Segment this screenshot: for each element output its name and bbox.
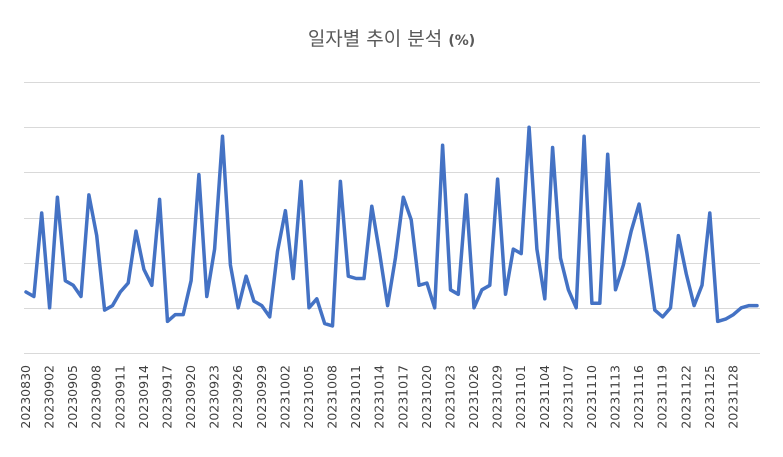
x-tick-label: 20230923 (207, 365, 222, 429)
x-tick-label: 20231101 (513, 365, 528, 429)
x-tick-label: 20230905 (65, 365, 80, 429)
x-tick-label: 20231011 (348, 365, 363, 429)
x-tick-label: 20230917 (159, 365, 174, 429)
x-tick-label: 20230911 (112, 365, 127, 429)
x-tick-label: 20230914 (136, 365, 151, 429)
x-tick-label: 20230920 (183, 365, 198, 429)
x-tick-label: 20231110 (584, 365, 599, 429)
x-tick-label: 20231017 (395, 365, 410, 429)
x-tick-label: 20231113 (608, 365, 623, 429)
gridlines (24, 82, 760, 354)
x-tick-label: 20231029 (490, 365, 505, 429)
x-tick-label: 20230929 (254, 365, 269, 429)
x-tick-label: 20231005 (301, 365, 316, 429)
x-tick-label: 20231023 (442, 365, 457, 429)
x-tick-label: 20231107 (560, 365, 575, 429)
x-tick-label: 20231020 (419, 365, 434, 429)
x-tick-label: 20231128 (725, 365, 740, 429)
x-axis-tick-labels: 20230830 20230902 20230905 20230908 20230911… (18, 365, 740, 429)
x-tick-label: 20231125 (702, 365, 717, 429)
x-tick-label: 20231026 (466, 365, 481, 429)
chart-title: 일자별 추이 분석 (%) (0, 24, 783, 51)
chart-title-unit: (%) (448, 33, 476, 49)
x-tick-label: 20231002 (277, 365, 292, 429)
x-tick-label: 20231008 (325, 365, 340, 429)
x-tick-label: 20231122 (678, 365, 693, 429)
x-tick-label: 20231116 (631, 365, 646, 429)
x-tick-label: 20231104 (537, 365, 552, 429)
x-tick-label: 20231014 (372, 365, 387, 429)
series-group (24, 125, 759, 328)
x-tick-label: 20231119 (655, 365, 670, 429)
series-line (24, 125, 759, 328)
x-tick-label: 20230830 (18, 365, 33, 429)
x-tick-label: 20230926 (230, 365, 245, 429)
chart-title-text: 일자별 추이 분석 (307, 28, 443, 50)
x-tick-label: 20230908 (89, 365, 104, 429)
x-tick-label: 20230902 (42, 365, 57, 429)
